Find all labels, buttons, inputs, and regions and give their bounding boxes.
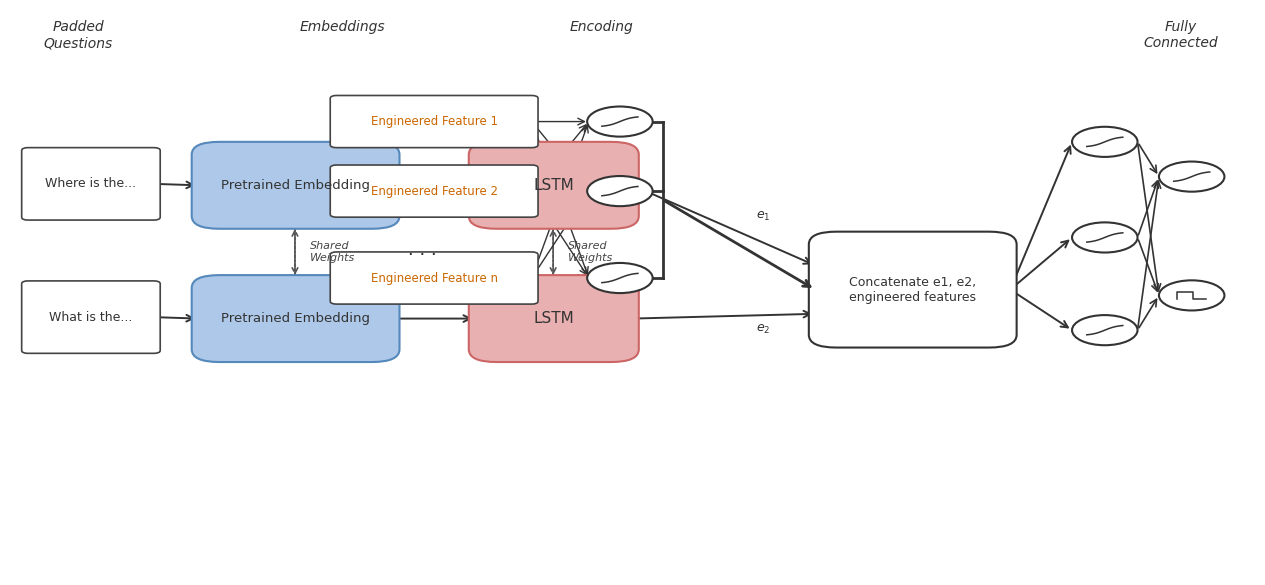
- Text: Engineered Feature 2: Engineered Feature 2: [371, 185, 497, 198]
- Text: · · ·: · · ·: [407, 246, 436, 264]
- Circle shape: [1159, 161, 1225, 192]
- Text: Embeddings: Embeddings: [300, 20, 386, 34]
- Text: $e_1$: $e_1$: [756, 209, 770, 222]
- Text: Fully
Connected: Fully Connected: [1144, 20, 1218, 50]
- Text: Engineered Feature n: Engineered Feature n: [371, 271, 497, 284]
- FancyBboxPatch shape: [22, 281, 161, 353]
- Circle shape: [1159, 280, 1225, 311]
- FancyBboxPatch shape: [22, 147, 161, 220]
- Circle shape: [1071, 127, 1137, 157]
- Text: Encoding: Encoding: [569, 20, 632, 34]
- Text: LSTM: LSTM: [534, 311, 574, 326]
- Circle shape: [587, 263, 653, 293]
- Circle shape: [587, 106, 653, 137]
- Circle shape: [1071, 315, 1137, 345]
- Text: Shared
Weights: Shared Weights: [568, 241, 614, 263]
- Text: Pretrained Embedding: Pretrained Embedding: [221, 312, 371, 325]
- Text: Engineered Feature 1: Engineered Feature 1: [371, 115, 497, 128]
- Text: LSTM: LSTM: [534, 178, 574, 193]
- FancyBboxPatch shape: [330, 165, 538, 217]
- FancyBboxPatch shape: [192, 142, 400, 229]
- Text: Where is the...: Where is the...: [46, 177, 137, 190]
- FancyBboxPatch shape: [469, 142, 639, 229]
- Circle shape: [587, 176, 653, 206]
- FancyBboxPatch shape: [808, 232, 1017, 347]
- Text: Shared
Weights: Shared Weights: [310, 241, 355, 263]
- Text: What is the...: What is the...: [49, 311, 133, 324]
- FancyBboxPatch shape: [330, 252, 538, 304]
- FancyBboxPatch shape: [469, 275, 639, 362]
- Text: Padded
Questions: Padded Questions: [44, 20, 113, 50]
- Circle shape: [1071, 222, 1137, 253]
- FancyBboxPatch shape: [192, 275, 400, 362]
- Text: $e_2$: $e_2$: [756, 322, 770, 336]
- Text: Pretrained Embedding: Pretrained Embedding: [221, 179, 371, 192]
- Text: Concatenate e1, e2,
engineered features: Concatenate e1, e2, engineered features: [849, 276, 977, 304]
- FancyBboxPatch shape: [330, 95, 538, 147]
